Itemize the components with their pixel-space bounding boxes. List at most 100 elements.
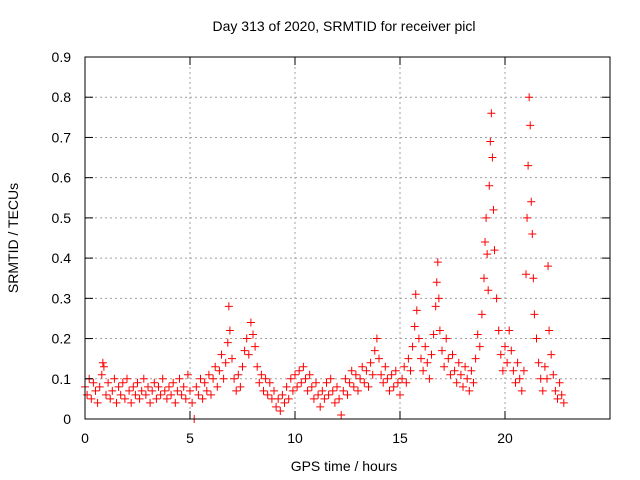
data-point xyxy=(440,362,449,371)
data-point xyxy=(553,394,562,403)
data-point xyxy=(309,394,318,403)
y-tick-label: 0.9 xyxy=(52,49,72,65)
data-point xyxy=(473,330,482,339)
data-point xyxy=(221,358,230,367)
data-point xyxy=(278,390,287,399)
data-point xyxy=(534,358,543,367)
data-point xyxy=(543,374,551,383)
data-point xyxy=(523,213,532,222)
x-tick-label: 20 xyxy=(497,430,513,446)
data-point xyxy=(196,374,205,383)
data-point xyxy=(97,370,106,379)
data-point xyxy=(83,390,92,399)
data-point xyxy=(141,390,150,399)
data-point xyxy=(339,386,348,395)
data-point xyxy=(483,250,492,259)
data-point xyxy=(406,366,415,375)
data-point xyxy=(102,390,110,399)
data-point xyxy=(160,386,169,395)
data-point xyxy=(417,354,425,363)
data-point xyxy=(162,394,171,403)
data-point xyxy=(299,362,308,371)
plot-frame xyxy=(84,56,611,420)
data-point xyxy=(444,354,453,363)
data-point xyxy=(425,374,434,383)
data-point xyxy=(429,330,438,339)
data-point xyxy=(186,386,194,395)
data-point xyxy=(322,378,331,387)
data-point xyxy=(410,322,419,331)
data-point xyxy=(446,370,455,379)
data-point xyxy=(156,390,165,399)
data-point xyxy=(146,398,155,407)
data-point xyxy=(244,350,253,359)
y-tick-label: 0.8 xyxy=(52,89,72,105)
y-tick-label: 0.7 xyxy=(52,129,72,145)
data-point xyxy=(551,386,560,395)
data-point xyxy=(148,386,157,395)
data-point xyxy=(450,366,459,375)
data-point xyxy=(477,310,486,319)
data-point xyxy=(431,302,440,311)
data-point xyxy=(324,390,333,399)
data-point xyxy=(362,366,371,375)
data-point xyxy=(333,382,341,391)
data-point xyxy=(522,270,530,279)
data-point xyxy=(408,342,417,351)
data-point xyxy=(144,382,152,391)
data-point xyxy=(456,370,465,379)
data-point xyxy=(301,374,310,383)
data-point xyxy=(207,390,215,399)
data-point xyxy=(194,390,203,399)
data-point xyxy=(547,350,556,359)
data-point xyxy=(496,350,505,359)
data-point xyxy=(387,370,396,379)
data-point xyxy=(318,386,327,395)
ticks-layer: 0 0.1 0.2 0.3 0.4 0.5 0.6 0.7 0.8 0.9 0 5 10 15 20 xyxy=(52,49,610,446)
data-point xyxy=(498,366,507,375)
data-point xyxy=(276,406,285,415)
data-point xyxy=(412,306,421,315)
data-point xyxy=(389,382,398,391)
data-point xyxy=(280,398,289,407)
data-point xyxy=(204,370,213,379)
data-point xyxy=(158,374,167,383)
data-point xyxy=(251,342,260,351)
data-point xyxy=(93,398,102,407)
data-point xyxy=(383,374,392,383)
data-point xyxy=(448,350,457,359)
data-point xyxy=(131,390,140,399)
x-axis-label: GPS time / hours xyxy=(291,458,398,474)
data-point xyxy=(175,374,184,383)
data-point xyxy=(351,370,360,379)
data-point xyxy=(240,346,249,355)
data-point xyxy=(154,382,163,391)
data-point xyxy=(505,326,514,335)
data-point xyxy=(526,121,535,130)
data-point xyxy=(108,386,117,395)
data-point xyxy=(393,378,402,387)
data-point xyxy=(253,362,262,371)
data-point xyxy=(328,386,337,395)
data-point xyxy=(295,366,304,375)
data-point xyxy=(467,366,476,375)
data-point xyxy=(261,374,270,383)
data-point xyxy=(544,262,553,271)
data-point xyxy=(494,326,503,335)
data-point xyxy=(110,374,119,383)
data-point xyxy=(288,386,297,395)
data-point xyxy=(238,362,247,371)
y-axis-label: SRMTID / TECUs xyxy=(5,183,21,293)
data-point xyxy=(381,362,390,371)
data-point xyxy=(540,362,549,371)
data-point xyxy=(427,350,436,359)
data-point xyxy=(242,334,251,343)
data-point xyxy=(99,362,108,371)
data-point xyxy=(200,378,209,387)
data-point xyxy=(501,342,509,351)
data-point xyxy=(335,394,344,403)
data-point xyxy=(485,181,494,190)
chart-title: Day 313 of 2020, SRMTID for receiver pic… xyxy=(213,18,476,34)
data-point xyxy=(364,382,373,391)
